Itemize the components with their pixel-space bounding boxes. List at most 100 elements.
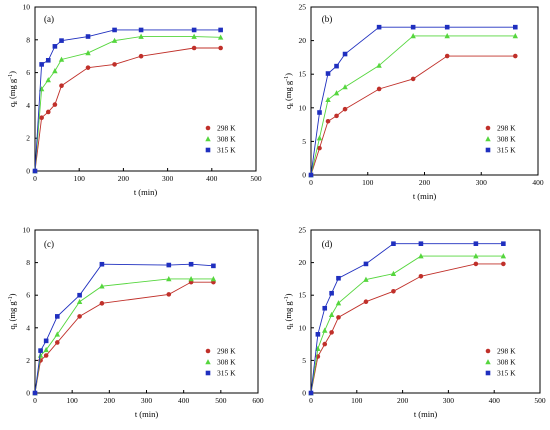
x-tick-label: 400 <box>206 174 218 183</box>
legend-label: 315 K <box>217 369 236 378</box>
data-point <box>376 62 382 68</box>
legend-label: 308 K <box>217 358 236 367</box>
x-tick-label: 0 <box>33 396 37 405</box>
data-point <box>38 348 43 353</box>
x-tick-label: 600 <box>252 396 264 405</box>
x-tick-label: 500 <box>215 396 227 405</box>
data-point <box>55 340 60 345</box>
data-point <box>166 292 172 297</box>
data-point <box>334 113 339 119</box>
data-point <box>32 168 38 174</box>
data-point <box>500 253 507 259</box>
data-point <box>85 50 91 56</box>
series-308k <box>308 32 518 178</box>
data-point <box>191 45 197 51</box>
series-315k <box>32 261 216 396</box>
y-tick-label: 25 <box>299 226 307 235</box>
data-point <box>191 27 197 33</box>
y-axis-label: qt (mg g-1) <box>283 293 295 329</box>
x-tick-label: 300 <box>162 174 174 183</box>
data-point <box>32 390 38 396</box>
legend-marker <box>205 125 211 131</box>
series-298k <box>308 53 518 178</box>
x-tick-label: 100 <box>362 178 374 187</box>
data-point <box>138 33 144 39</box>
x-tick-label: 100 <box>67 396 79 405</box>
data-point <box>308 172 314 178</box>
series-298k <box>308 261 506 396</box>
data-point <box>473 253 479 259</box>
data-point <box>52 68 58 74</box>
data-point <box>418 241 424 246</box>
data-point <box>328 311 335 318</box>
data-point <box>391 288 396 294</box>
data-point <box>342 51 348 57</box>
y-tick-label: 15 <box>299 291 307 300</box>
data-point <box>444 32 450 39</box>
series-308k <box>308 253 507 396</box>
data-point <box>85 65 91 70</box>
chart-panel-d: 0 100 200 300 400 500 0 5 10 15 20 25 t (min) qt (mg … <box>283 226 546 420</box>
legend-marker <box>485 370 491 376</box>
legend-label: 298 K <box>497 124 516 133</box>
legend-marker <box>485 125 491 131</box>
data-point <box>391 241 396 246</box>
data-point <box>54 331 60 337</box>
data-point <box>138 53 144 59</box>
data-point <box>59 83 64 89</box>
series-line <box>34 278 214 394</box>
y-tick-label: 5 <box>302 137 306 146</box>
data-point <box>77 292 82 298</box>
data-point <box>138 27 144 33</box>
data-point <box>325 71 331 76</box>
legend-label: 308 K <box>497 135 516 144</box>
legend-label: 298 K <box>497 347 516 356</box>
data-point <box>342 84 348 90</box>
data-point <box>444 53 450 59</box>
data-point <box>99 301 105 306</box>
y-tick-label: 6 <box>26 291 30 300</box>
data-point <box>76 298 83 305</box>
data-point <box>418 273 424 279</box>
data-point <box>316 135 323 141</box>
data-point <box>317 145 322 151</box>
x-axis-label: t (min) <box>135 409 159 419</box>
data-point <box>211 263 216 269</box>
data-point <box>342 106 348 112</box>
data-point <box>43 353 49 358</box>
data-point <box>166 276 172 282</box>
y-tick-label: 5 <box>302 356 306 365</box>
panel-label: (d) <box>322 239 333 249</box>
data-point <box>217 34 224 40</box>
data-point <box>58 56 65 62</box>
data-point <box>43 338 49 344</box>
legend-marker <box>485 136 491 142</box>
data-point <box>308 390 314 396</box>
x-axis-label: t (min) <box>414 409 438 419</box>
series-line <box>310 263 504 394</box>
series-298k <box>32 45 223 174</box>
data-point <box>45 77 51 83</box>
y-tick-label: 20 <box>299 258 307 267</box>
series-line <box>310 255 504 394</box>
legend-marker <box>205 147 211 153</box>
x-tick-label: 500 <box>250 174 262 183</box>
data-point <box>322 341 328 347</box>
panel-label: (a) <box>44 14 54 24</box>
x-tick-label: 200 <box>419 178 431 187</box>
plot-frame <box>310 229 541 394</box>
data-point <box>188 276 194 282</box>
y-tick-label: 4 <box>26 323 30 332</box>
x-axis-label: t (min) <box>134 187 158 197</box>
legend-marker <box>205 348 211 354</box>
x-tick-label: 300 <box>443 396 455 405</box>
data-point <box>376 86 382 92</box>
y-tick-label: 0 <box>302 389 306 398</box>
data-point <box>218 27 223 33</box>
data-point <box>55 314 60 319</box>
series-315k <box>32 27 223 174</box>
legend-label: 308 K <box>217 135 236 144</box>
y-axis-label: qt (mg g-1) <box>7 293 19 329</box>
y-tick-label: 2 <box>26 356 30 365</box>
data-point <box>112 27 117 33</box>
